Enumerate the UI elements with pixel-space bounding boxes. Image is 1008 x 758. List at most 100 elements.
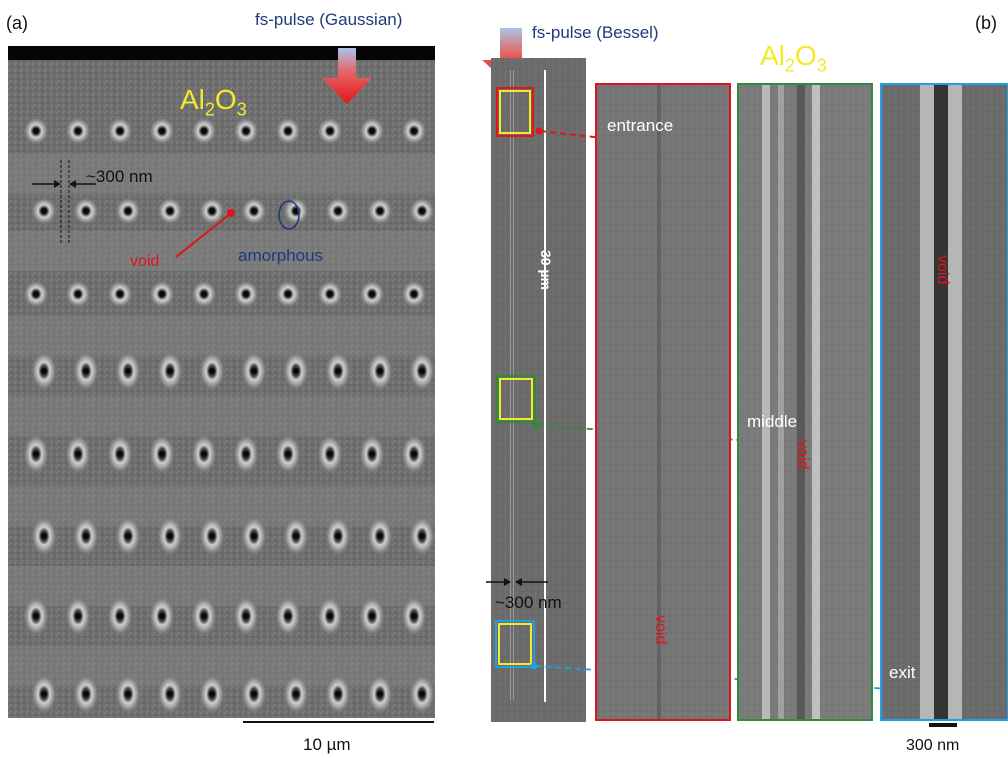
void-spot	[117, 451, 123, 457]
void-spot	[33, 451, 39, 457]
void-spot	[83, 368, 89, 374]
void-spot	[209, 691, 215, 697]
entrance-label: entrance	[607, 116, 674, 135]
void-spot	[83, 691, 89, 697]
void-spot	[159, 291, 165, 297]
void-spot	[327, 451, 333, 457]
void-spot	[419, 368, 425, 374]
subscript-3: 3	[816, 55, 827, 76]
void-spot	[335, 368, 341, 374]
void-spot	[377, 691, 383, 697]
void-spot	[75, 291, 81, 297]
void-spot	[411, 291, 417, 297]
void-spot	[41, 208, 47, 214]
void-spot	[33, 291, 39, 297]
void-spot	[411, 128, 417, 134]
void-spot	[125, 208, 131, 214]
void-spot	[327, 128, 333, 134]
void-spot	[209, 208, 215, 214]
void-spot	[167, 208, 173, 214]
void-spot	[411, 451, 417, 457]
void-spot	[377, 368, 383, 374]
zoom-exit-panel	[881, 84, 1008, 720]
void-spot	[201, 291, 207, 297]
void-spot	[159, 128, 165, 134]
spacing-label-a: ~300 nm	[86, 167, 153, 186]
void-label-middle: void	[794, 440, 811, 470]
void-spot	[369, 291, 375, 297]
void-spot	[411, 613, 417, 619]
void-spot	[419, 533, 425, 539]
void-spot	[335, 691, 341, 697]
subscript-2: 2	[784, 55, 795, 76]
void-spot	[285, 613, 291, 619]
void-spot	[117, 613, 123, 619]
panel-a-label: (a)	[6, 13, 28, 33]
subscript-3: 3	[236, 99, 247, 120]
void-spot	[201, 128, 207, 134]
void-spot	[83, 533, 89, 539]
void-spot	[117, 128, 123, 134]
sem-overview-bessel	[491, 58, 586, 722]
void-spot	[293, 368, 299, 374]
void-spot	[419, 691, 425, 697]
void-spot	[327, 613, 333, 619]
gaussian-pulse-label: fs-pulse (Gaussian)	[255, 10, 403, 29]
void-spot	[167, 691, 173, 697]
void-spot	[251, 368, 257, 374]
void-spot	[41, 533, 47, 539]
zoom-middle-panel	[738, 84, 872, 720]
void-spot	[125, 533, 131, 539]
sem-gaussian-svg	[8, 46, 435, 718]
void-spot	[159, 451, 165, 457]
bessel-pulse-label: fs-pulse (Bessel)	[532, 23, 659, 42]
panel-b-label: (b)	[975, 13, 997, 33]
middle-label: middle	[747, 412, 798, 431]
void-spot	[369, 451, 375, 457]
void-spot	[243, 451, 249, 457]
void-spot	[75, 451, 81, 457]
void-spot	[209, 368, 215, 374]
void-label-exit: void	[934, 255, 951, 285]
void-label-entrance: void	[652, 615, 669, 645]
width-label-b: ~300 nm	[495, 593, 562, 612]
void-spot	[33, 128, 39, 134]
length-label: 30 µm	[538, 250, 554, 290]
void-spot	[369, 613, 375, 619]
material-label-b: Al2O3	[760, 40, 827, 76]
void-spot	[251, 691, 257, 697]
void-spot	[293, 691, 299, 697]
void-spot	[201, 451, 207, 457]
void-spot	[285, 128, 291, 134]
amorphous-label: amorphous	[238, 246, 324, 265]
void-spot	[243, 613, 249, 619]
void-spot	[285, 291, 291, 297]
void-spot	[243, 128, 249, 134]
void-spot	[377, 208, 383, 214]
void-spot	[369, 128, 375, 134]
void-spot	[33, 613, 39, 619]
void-spot	[293, 208, 299, 214]
void-spot	[327, 291, 333, 297]
void-spot	[117, 291, 123, 297]
void-spot	[251, 533, 257, 539]
sem-image-gaussian	[8, 46, 435, 718]
void-spot	[41, 368, 47, 374]
void-spot	[201, 613, 207, 619]
void-spot	[83, 208, 89, 214]
void-spot	[75, 613, 81, 619]
void-spot	[159, 613, 165, 619]
void-spot	[243, 291, 249, 297]
void-spot	[293, 533, 299, 539]
void-spot	[167, 533, 173, 539]
scale-label-b: 300 nm	[906, 737, 960, 754]
void-spot	[75, 128, 81, 134]
void-spot	[335, 533, 341, 539]
exit-label: exit	[889, 663, 916, 682]
void-spot	[285, 451, 291, 457]
void-spot	[251, 208, 257, 214]
material-label-a: Al2O3	[180, 84, 247, 120]
void-spot	[41, 691, 47, 697]
void-label-a: void	[130, 253, 160, 270]
subscript-2: 2	[204, 99, 215, 120]
